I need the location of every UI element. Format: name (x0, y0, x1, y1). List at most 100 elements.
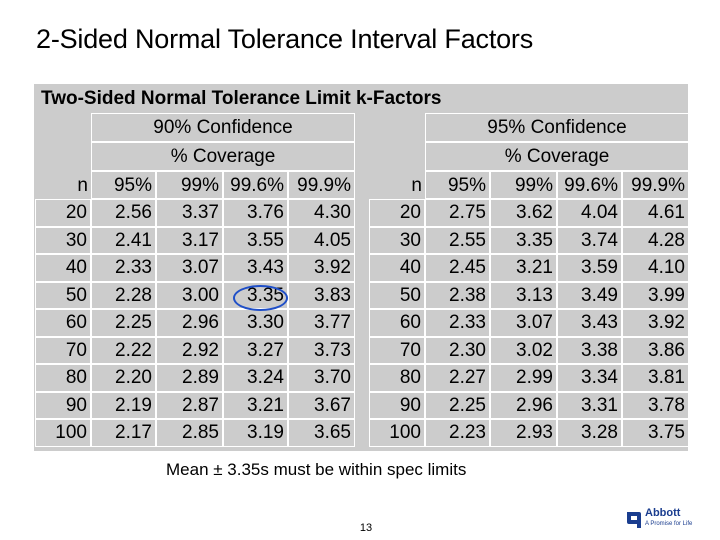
k-factor-cell: 3.62 (490, 199, 557, 227)
k-factor-cell: 4.04 (557, 199, 622, 227)
abbott-logo: Abbott A Promise for Life (625, 507, 695, 533)
k-factor-cell: 2.22 (91, 336, 156, 364)
sample-size-cell: 50 (369, 281, 425, 309)
k-factor-cell: 3.65 (288, 419, 355, 447)
k-factor-cell: 2.28 (91, 281, 156, 309)
sample-size-cell: 80 (35, 364, 91, 392)
k-factor-cell: 3.99 (622, 281, 689, 309)
k-factor-cell: 2.17 (91, 419, 156, 447)
k-factor-cell: 2.33 (91, 254, 156, 282)
k-factor-cell: 3.13 (490, 281, 557, 309)
k-factor-cell: 2.96 (156, 309, 223, 337)
sample-size-cell: 100 (369, 419, 425, 447)
n-column-header: n (411, 174, 422, 196)
coverage-column-header: 99% (490, 171, 557, 199)
abbott-logo-mark-icon (627, 512, 641, 528)
logo-tagline: A Promise for Life (645, 521, 693, 527)
k-factor-cell: 2.19 (91, 391, 156, 419)
coverage-column-header: 99% (156, 171, 223, 199)
sample-size-cell: 60 (369, 309, 425, 337)
k-factor-cell: 2.55 (425, 226, 490, 254)
k-factor-cell: 3.75 (622, 419, 689, 447)
k-factor-cell: 3.21 (490, 254, 557, 282)
k-factor-cell: 2.41 (91, 226, 156, 254)
k-factor-cell: 3.74 (557, 226, 622, 254)
k-factor-cell: 3.76 (223, 199, 288, 227)
sample-size-cell: 90 (35, 391, 91, 419)
sample-size-cell: 30 (369, 226, 425, 254)
k-factor-cell: 3.83 (288, 281, 355, 309)
k-factor-cell: 3.81 (622, 364, 689, 392)
k-factor-cell: 3.21 (223, 391, 288, 419)
page-number: 13 (359, 522, 373, 534)
coverage-column-header: 95% (91, 171, 156, 199)
sample-size-cell: 70 (35, 336, 91, 364)
sample-size-cell: 20 (369, 199, 425, 227)
confidence-header: 90% Confidence (91, 113, 355, 142)
k-factor-cell: 3.59 (557, 254, 622, 282)
k-factor-cell: 2.33 (425, 309, 490, 337)
k-factor-cell: 2.87 (156, 391, 223, 419)
spec-limit-note: Mean ± 3.35s must be within spec limits (166, 460, 467, 479)
sample-size-cell: 40 (35, 254, 91, 282)
k-factor-cell: 2.20 (91, 364, 156, 392)
k-factor-cell: 3.92 (622, 309, 689, 337)
sample-size-cell: 90 (369, 391, 425, 419)
coverage-column-header: 99.6% (223, 171, 288, 199)
sample-size-cell: 20 (35, 199, 91, 227)
k-factor-cell: 2.99 (490, 364, 557, 392)
n-column-header: n (77, 174, 88, 196)
k-factor-cell: 3.67 (288, 391, 355, 419)
highlight-circle (233, 285, 288, 311)
k-factor-cell: 3.43 (223, 254, 288, 282)
sample-size-cell: 50 (35, 281, 91, 309)
k-factor-cell: 2.96 (490, 391, 557, 419)
k-factor-cell: 3.17 (156, 226, 223, 254)
k-factor-cell: 3.38 (557, 336, 622, 364)
k-factor-cell: 2.89 (156, 364, 223, 392)
k-factor-cell: 3.30 (223, 309, 288, 337)
sample-size-cell: 70 (369, 336, 425, 364)
k-factor-cell: 2.93 (490, 419, 557, 447)
k-factor-cell: 3.02 (490, 336, 557, 364)
k-factor-cell: 3.92 (288, 254, 355, 282)
k-factor-cell: 3.49 (557, 281, 622, 309)
coverage-column-header: 99.6% (557, 171, 622, 199)
confidence-header: 95% Confidence (425, 113, 689, 142)
k-factor-cell: 4.61 (622, 199, 689, 227)
k-factor-cell: 2.25 (425, 391, 490, 419)
k-factor-cell: 3.43 (557, 309, 622, 337)
k-factor-cell: 2.85 (156, 419, 223, 447)
sample-size-cell: 80 (369, 364, 425, 392)
coverage-column-header: 99.9% (622, 171, 689, 199)
k-factor-cell: 3.37 (156, 199, 223, 227)
k-factor-cell: 2.27 (425, 364, 490, 392)
k-factor-cell: 4.10 (622, 254, 689, 282)
sample-size-cell: 60 (35, 309, 91, 337)
coverage-header: % Coverage (91, 142, 355, 171)
k-factor-cell: 3.55 (223, 226, 288, 254)
k-factor-cell: 3.19 (223, 419, 288, 447)
k-factor-cell: 2.23 (425, 419, 490, 447)
coverage-column-header: 95% (425, 171, 490, 199)
sample-size-cell: 100 (35, 419, 91, 447)
k-factor-cell: 2.45 (425, 254, 490, 282)
k-factor-cell: 3.24 (223, 364, 288, 392)
k-factor-cell: 4.28 (622, 226, 689, 254)
k-factor-cell: 3.70 (288, 364, 355, 392)
k-factor-cell: 2.75 (425, 199, 490, 227)
k-factor-cell: 3.07 (490, 309, 557, 337)
k-factor-cell: 4.05 (288, 226, 355, 254)
slide-title: 2-Sided Normal Tolerance Interval Factor… (36, 24, 534, 54)
k-factor-cell: 3.34 (557, 364, 622, 392)
sample-size-cell: 30 (35, 226, 91, 254)
coverage-header: % Coverage (425, 142, 689, 171)
k-factor-cell: 3.77 (288, 309, 355, 337)
k-factor-cell: 3.35 (490, 226, 557, 254)
k-factor-cell: 3.27 (223, 336, 288, 364)
coverage-column-header: 99.9% (288, 171, 355, 199)
k-factor-cell: 2.30 (425, 336, 490, 364)
k-factor-cell: 3.86 (622, 336, 689, 364)
table-caption: Two-Sided Normal Tolerance Limit k-Facto… (41, 88, 442, 109)
k-factor-cell: 3.73 (288, 336, 355, 364)
